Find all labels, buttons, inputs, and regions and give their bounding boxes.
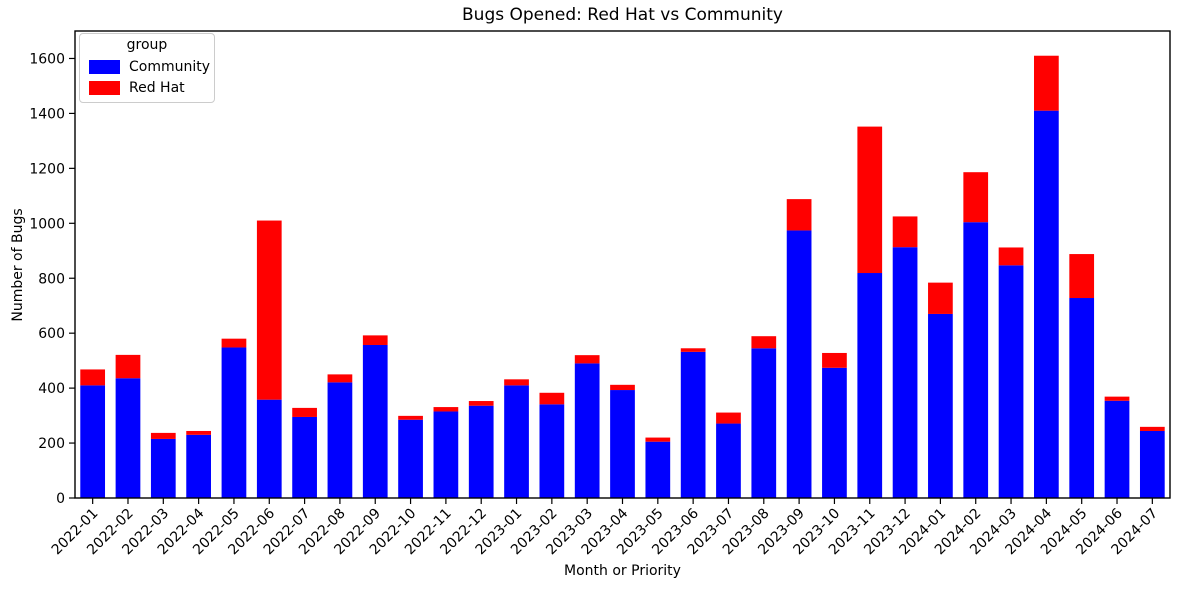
bar-segment-community [468, 405, 494, 498]
y-tick-label: 1000 [29, 216, 65, 232]
bar-segment-community [1069, 298, 1095, 498]
y-tick-label: 800 [38, 271, 65, 287]
bar-segment-community [786, 230, 812, 499]
bar-segment-redhat [963, 172, 989, 223]
legend-title: group [126, 37, 168, 53]
bar-segment-community [680, 351, 706, 498]
bar-segment-community [256, 399, 282, 498]
bar-segment-redhat [1139, 426, 1165, 431]
y-tick-label: 1200 [29, 161, 65, 177]
bar-segment-community [928, 313, 953, 498]
bar-segment-redhat [680, 348, 706, 352]
bar-segment-redhat [292, 407, 317, 417]
bar-segment-community [998, 265, 1024, 498]
bar-segment-redhat [504, 379, 529, 386]
bar-segment-redhat [1104, 396, 1130, 401]
bar-segment-redhat [645, 437, 671, 442]
bar-segment-community [822, 367, 847, 498]
bar-segment-redhat [822, 352, 847, 368]
x-axis-label: Month or Priority [564, 563, 681, 579]
legend-label-community: Community [129, 58, 211, 75]
bar-segment-community [186, 434, 211, 498]
y-tick-label: 0 [56, 491, 65, 507]
bar-segment-community [1034, 110, 1059, 498]
bar-segment-community [1139, 430, 1165, 498]
y-tick-label: 600 [38, 326, 65, 342]
bar-segment-redhat [1069, 254, 1095, 299]
bar-segment-redhat [574, 355, 600, 364]
bar-segment-community [610, 390, 635, 498]
bar-segment-redhat [786, 199, 812, 231]
bar-segment-redhat [998, 247, 1024, 266]
y-tick-label: 200 [38, 436, 65, 452]
bar-segment-redhat [751, 336, 777, 349]
bar-segment-community [362, 344, 388, 498]
bar-segment-redhat [186, 430, 211, 435]
bar-segment-community [645, 441, 671, 498]
bar-segment-redhat [256, 220, 282, 400]
legend: group Community Red Hat [79, 33, 215, 103]
y-tick-label: 400 [38, 381, 65, 397]
bar-segment-redhat [857, 126, 883, 274]
legend-item-community: Community [80, 56, 214, 77]
bar-segment-community [857, 273, 883, 498]
bar-segment-community [398, 419, 423, 498]
bar-segment-redhat [1034, 55, 1059, 111]
bar-segment-redhat [716, 412, 741, 424]
bar-segment-redhat [892, 216, 918, 248]
bar-segment-community [115, 378, 141, 498]
bar-segment-community [1104, 400, 1130, 498]
y-axis-label: Number of Bugs [10, 208, 26, 322]
bar-segment-community [292, 416, 317, 498]
bar-segment-community [504, 385, 529, 498]
bar-segment-redhat [115, 354, 141, 379]
bar-segment-community [574, 363, 600, 498]
chart-title: Bugs Opened: Red Hat vs Community [462, 5, 783, 25]
bar-segment-redhat [80, 369, 106, 386]
bar-segment-redhat [150, 432, 176, 439]
redhat-color-swatch-icon [89, 80, 120, 95]
bar-segment-community [963, 222, 989, 498]
bar-segment-community [221, 347, 247, 498]
bar-segment-community [150, 438, 176, 498]
legend-label-redhat: Red Hat [129, 79, 185, 96]
bar-segment-community [433, 411, 459, 498]
bar-segment-redhat [221, 338, 247, 348]
bar-segment-redhat [539, 392, 565, 405]
bar-segment-community [716, 423, 741, 498]
bar-segment-community [751, 348, 777, 498]
bar-segment-redhat [327, 374, 353, 383]
bar-segment-community [327, 382, 353, 498]
y-tick-label: 1600 [29, 52, 65, 68]
bar-segment-redhat [610, 384, 635, 391]
bar-segment-redhat [398, 415, 423, 420]
bar-segment-community [539, 404, 565, 498]
legend-item-redhat: Red Hat [80, 77, 214, 98]
bar-segment-redhat [928, 282, 953, 314]
y-tick-label: 1400 [29, 106, 65, 122]
plot-border [74, 30, 1171, 499]
community-color-swatch-icon [89, 59, 120, 74]
bar-segment-redhat [433, 407, 459, 412]
bar-segment-community [892, 247, 918, 498]
bar-segment-community [80, 385, 106, 498]
bar-segment-redhat [362, 335, 388, 345]
bar-segment-redhat [468, 401, 494, 406]
